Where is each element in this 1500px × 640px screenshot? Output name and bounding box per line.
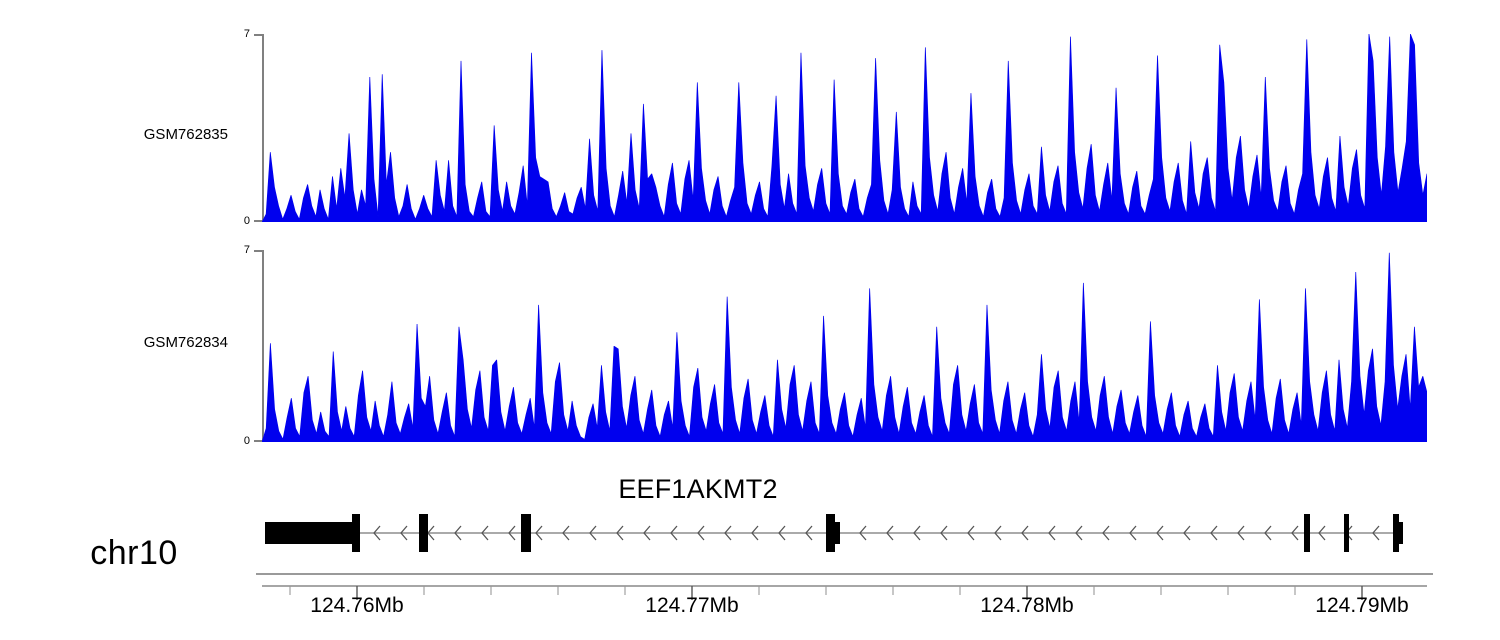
- ruler-tick-label: 124.79Mb: [1315, 594, 1409, 617]
- y-axis-tick-min: [254, 220, 264, 222]
- y-axis-tick-max: [254, 34, 264, 36]
- y-axis-label-max: 7: [243, 28, 250, 40]
- gene-annotation-track: EEF1AKMT2: [0, 456, 1500, 576]
- gene-model[interactable]: [0, 502, 1500, 564]
- y-axis: 7 0: [244, 238, 264, 454]
- coverage-track-gsm762835: GSM762835 7 0: [0, 22, 1500, 234]
- exon-cds: [826, 514, 835, 552]
- coverage-area-chart: [262, 252, 1427, 442]
- y-axis-label-max: 7: [243, 244, 250, 256]
- gene-name-label: EEF1AKMT2: [618, 474, 778, 504]
- exon-cds: [419, 514, 428, 552]
- exon-utr: [265, 522, 357, 544]
- ruler-ticks: [256, 573, 1433, 600]
- y-axis-line: [262, 250, 264, 442]
- coverage-plot-area[interactable]: [262, 250, 1427, 442]
- y-axis-label-min: 0: [243, 435, 250, 447]
- track-label: GSM762834: [143, 334, 228, 351]
- y-axis-line: [262, 34, 264, 222]
- exon-cds: [1397, 522, 1403, 544]
- ruler-tick-label: 124.78Mb: [980, 594, 1074, 617]
- exon-cds: [833, 522, 840, 544]
- exon-cds: [521, 514, 531, 552]
- exon-cds: [1304, 514, 1310, 552]
- exon-cds: [1393, 514, 1399, 552]
- y-axis-tick-max: [254, 250, 264, 252]
- genomic-coordinate-ruler: 124.76Mb 124.77Mb 124.78Mb 124.79Mb: [0, 570, 1500, 640]
- ruler-tick-labels: 124.76Mb 124.77Mb 124.78Mb 124.79Mb: [0, 594, 1500, 634]
- ruler-tick-label: 124.76Mb: [310, 594, 404, 617]
- coverage-plot-area[interactable]: [262, 34, 1427, 222]
- y-axis-label-min: 0: [243, 215, 250, 227]
- coverage-area-chart: [262, 34, 1427, 222]
- exon-cds: [1344, 514, 1349, 552]
- y-axis-tick-min: [254, 440, 264, 442]
- track-label: GSM762835: [143, 126, 228, 143]
- coverage-track-gsm762834: GSM762834 7 0: [0, 238, 1500, 454]
- exon-cds: [352, 514, 360, 552]
- ruler-tick-label: 124.77Mb: [645, 594, 739, 617]
- chromosome-label: chr10: [90, 534, 178, 572]
- y-axis: 7 0: [244, 22, 264, 234]
